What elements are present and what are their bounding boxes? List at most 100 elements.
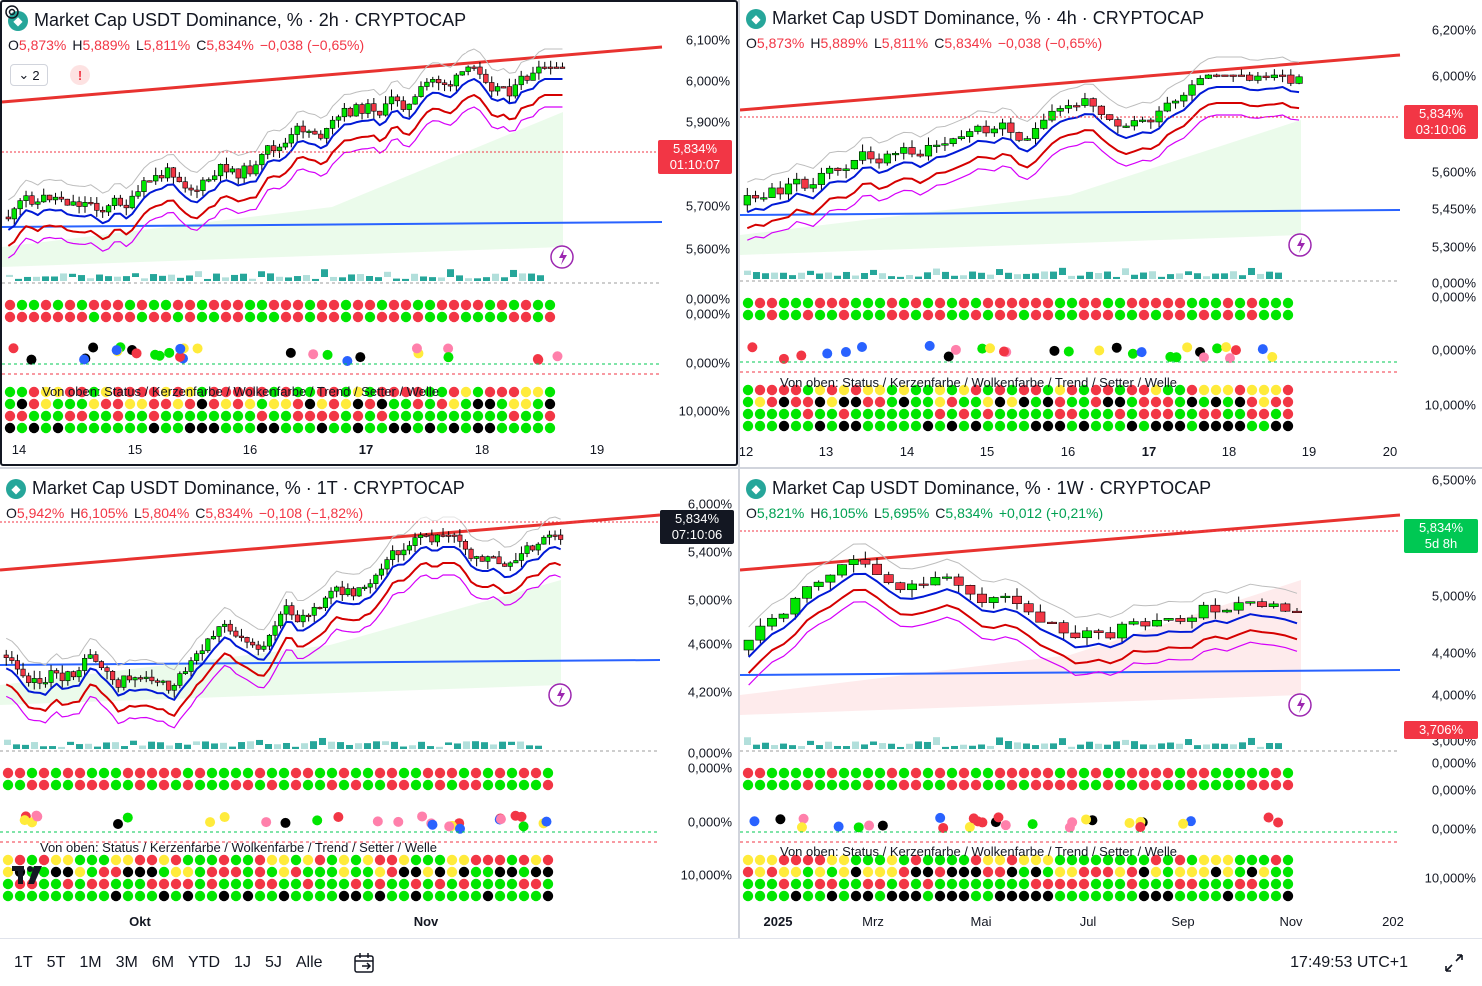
resistance-trendline[interactable] bbox=[740, 513, 1401, 572]
signal-dot bbox=[1006, 866, 1018, 878]
time-axis[interactable]: Okt Nov bbox=[0, 908, 738, 936]
collapse-indicators-button[interactable]: ⌄ 2 bbox=[10, 64, 48, 86]
chart-canvas[interactable] bbox=[740, 0, 1482, 466]
resistance-trendline[interactable] bbox=[2, 45, 663, 104]
range-button-ytd[interactable]: YTD bbox=[188, 953, 221, 971]
legend-title-row[interactable]: ◆ Market Cap USDT Dominance, % · 1W · CRY… bbox=[746, 478, 1211, 499]
signal-dot bbox=[970, 420, 982, 432]
support-trendline[interactable] bbox=[0, 659, 661, 666]
ma-line-grey[interactable] bbox=[8, 48, 563, 201]
histogram-bar bbox=[393, 278, 400, 281]
legend-title-row[interactable]: ◆ Market Cap USDT Dominance, % · 1T · CRY… bbox=[6, 478, 465, 499]
price-axis[interactable]: 6,000% 5,400% 5,000% 4,600% 4,200% 0,000% 0,00… bbox=[658, 470, 738, 910]
signal-dot bbox=[148, 410, 160, 422]
time-axis[interactable]: 12 13 14 15 16 17 18 19 20 bbox=[740, 438, 1482, 466]
chart-pane-1w[interactable]: 6,500% 5,000% 4,400% 4,000% 3,000% 0,000% 0,00… bbox=[740, 470, 1482, 936]
legend-title-row[interactable]: ◆ Market Cap USDT Dominance, % · 4h · CRY… bbox=[746, 8, 1204, 29]
support-trendline[interactable] bbox=[740, 209, 1401, 216]
signal-dot bbox=[826, 767, 838, 779]
ma-line-magenta[interactable] bbox=[748, 601, 1298, 686]
price-tick-label: 6,200% bbox=[1431, 22, 1476, 38]
candle bbox=[1262, 72, 1270, 81]
time-axis[interactable]: 14 15 16 17 18 19 bbox=[2, 436, 736, 464]
lightning-icon[interactable] bbox=[1288, 233, 1312, 257]
ma-line-magenta[interactable] bbox=[5, 574, 561, 729]
chart-canvas[interactable] bbox=[0, 470, 738, 936]
candle bbox=[825, 574, 836, 590]
ma-line-blue[interactable] bbox=[5, 546, 562, 701]
histogram-bar bbox=[969, 271, 976, 279]
pane-divider-horizontal[interactable] bbox=[0, 467, 1482, 469]
candle bbox=[883, 571, 894, 585]
calendar-goto-date-icon[interactable] bbox=[353, 952, 377, 974]
histogram-bar bbox=[1212, 273, 1219, 279]
range-button-1y[interactable]: 1J bbox=[234, 953, 251, 971]
signal-dot bbox=[206, 779, 218, 791]
utc-clock[interactable]: 17:49:53 UTC+1 bbox=[1290, 953, 1408, 971]
chart-pane-2h[interactable]: 6,100% 6,000% 5,900% 5,700% 5,600% 0,000% 0,00… bbox=[0, 0, 738, 466]
symbol-title[interactable]: Market Cap USDT Dominance, % · 2h · CRYP… bbox=[34, 10, 467, 30]
candle bbox=[158, 169, 165, 182]
ma-line-blue[interactable] bbox=[7, 78, 563, 231]
signal-dot bbox=[910, 309, 922, 321]
tradingview-logo[interactable] bbox=[12, 862, 52, 888]
lightning-icon[interactable] bbox=[548, 683, 572, 707]
candle bbox=[1246, 71, 1254, 82]
symbol-title[interactable]: Market Cap USDT Dominance, % · 1T · CRYP… bbox=[32, 478, 465, 498]
price-axis[interactable]: 6,200% 6,000% 5,600% 5,450% 5,300% 0,000% 0,00… bbox=[1402, 0, 1482, 440]
signal-dot bbox=[302, 854, 314, 866]
signal-dot bbox=[1162, 866, 1174, 878]
lightning-icon[interactable] bbox=[550, 245, 574, 269]
signal-dot bbox=[778, 854, 790, 866]
ma-line-red[interactable] bbox=[747, 588, 1298, 674]
ma-line-grey[interactable] bbox=[6, 516, 561, 671]
signal-dot bbox=[482, 767, 494, 779]
support-trendline[interactable] bbox=[2, 221, 663, 228]
pane-divider-vertical[interactable] bbox=[738, 0, 740, 938]
ma-line-red[interactable] bbox=[5, 562, 562, 717]
fullscreen-icon[interactable] bbox=[1444, 953, 1464, 973]
candle bbox=[1163, 618, 1174, 622]
price-axis[interactable]: 6,100% 6,000% 5,900% 5,700% 5,600% 0,000% 0,00… bbox=[656, 2, 736, 442]
signal-dot bbox=[1258, 767, 1270, 779]
ma-line-grey[interactable] bbox=[747, 56, 1300, 183]
chart-canvas[interactable] bbox=[2, 2, 736, 464]
chart-canvas[interactable] bbox=[740, 470, 1482, 936]
candle bbox=[188, 657, 194, 678]
range-button-1m[interactable]: 1M bbox=[79, 953, 102, 971]
legend-title-row[interactable]: ◆ Market Cap USDT Dominance, % · 2h · CRY… bbox=[8, 10, 466, 31]
chart-pane-4h[interactable]: 6,200% 6,000% 5,600% 5,450% 5,300% 0,000% 0,00… bbox=[740, 0, 1482, 466]
ohlc-value-c: 5,834% bbox=[206, 37, 254, 53]
signal-dot bbox=[1138, 396, 1150, 408]
resistance-trendline[interactable] bbox=[740, 53, 1401, 112]
signal-dot bbox=[1090, 408, 1102, 420]
ichimoku-cloud bbox=[0, 580, 561, 705]
signal-dot bbox=[862, 309, 874, 321]
signal-dot bbox=[328, 398, 340, 410]
range-button-5d[interactable]: 5T bbox=[46, 953, 66, 971]
symbol-title[interactable]: Market Cap USDT Dominance, % · 1W · CRYP… bbox=[772, 478, 1212, 498]
signal-dot bbox=[338, 878, 350, 890]
ma-line-blue[interactable] bbox=[747, 572, 1298, 658]
price-axis[interactable]: 6,500% 5,000% 4,400% 4,000% 3,000% 0,000% 0,00… bbox=[1402, 470, 1482, 910]
range-button-6m[interactable]: 6M bbox=[151, 953, 175, 971]
range-button-5y[interactable]: 5J bbox=[264, 953, 282, 971]
resistance-trendline[interactable] bbox=[0, 513, 661, 572]
ma-line-magenta[interactable] bbox=[747, 114, 1300, 241]
ma-line-red[interactable] bbox=[746, 102, 1300, 230]
ma-line-grey[interactable] bbox=[748, 543, 1298, 628]
ma-line-red[interactable] bbox=[7, 94, 563, 247]
settings-gear-icon[interactable] bbox=[2, 2, 22, 22]
ma-line-magenta[interactable] bbox=[8, 106, 563, 259]
ma-line-blue[interactable] bbox=[746, 86, 1300, 214]
symbol-title[interactable]: Market Cap USDT Dominance, % · 4h · CRYP… bbox=[772, 8, 1205, 28]
warning-icon[interactable]: ! bbox=[70, 65, 90, 85]
signal-dot bbox=[472, 311, 484, 323]
range-button-3m[interactable]: 3M bbox=[115, 953, 138, 971]
chart-pane-1d[interactable]: 6,000% 5,400% 5,000% 4,600% 4,200% 0,000% 0,00… bbox=[0, 470, 738, 936]
time-axis[interactable]: 2025 Mrz Mai Jul Sep Nov 202 bbox=[740, 908, 1482, 936]
range-button-1d[interactable]: 1T bbox=[14, 953, 33, 971]
signal-dot bbox=[1162, 297, 1174, 309]
lightning-icon[interactable] bbox=[1288, 693, 1312, 717]
range-button-all[interactable]: Alle bbox=[295, 953, 323, 971]
